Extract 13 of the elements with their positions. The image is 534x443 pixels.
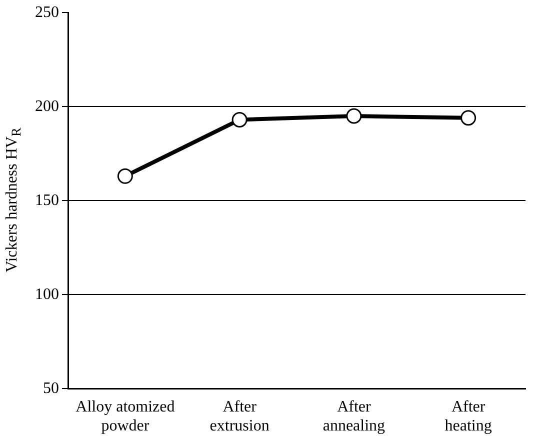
- x-tick-label: After annealing: [322, 398, 386, 435]
- y-tick-label: 100: [35, 286, 59, 303]
- point: [117, 168, 133, 184]
- point: [232, 112, 248, 128]
- x-tick-label: Alloy atomized powder: [76, 398, 175, 435]
- point: [460, 110, 476, 126]
- y-tick-label: 150: [35, 192, 59, 209]
- y-tick-label: 50: [43, 380, 59, 397]
- point: [346, 108, 362, 124]
- y-tick-label: 200: [35, 98, 59, 115]
- x-tick-label: After extrusion: [210, 398, 270, 435]
- y-tick-label: 250: [35, 4, 59, 21]
- x-tick-label: After heating: [444, 398, 492, 435]
